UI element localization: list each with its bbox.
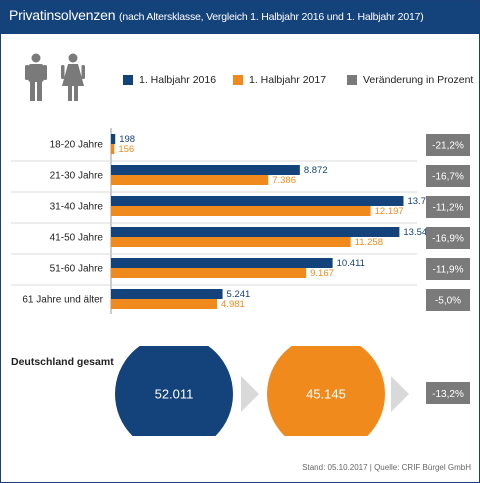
total-2017-circle [267, 346, 385, 436]
change-box [426, 196, 470, 218]
legend-label-2016: 1. Halbjahr 2016 [139, 74, 217, 86]
legend-swatch-2017 [233, 75, 243, 85]
bar-2016 [111, 227, 400, 237]
title-bar: Privatinsolvenzen (nach Altersklasse, Ve… [1, 1, 479, 34]
title-text: Privatinsolvenzen [9, 7, 116, 23]
total-2016-circle [115, 346, 233, 436]
category-label: 18-20 Jahre [50, 140, 104, 151]
bar-2017 [111, 299, 218, 309]
total-2016-value: 52.011 [155, 387, 194, 402]
data-label-2017: 4.981 [221, 299, 245, 310]
total-label: Deutschland gesamt [11, 356, 114, 368]
bar-2017 [111, 175, 269, 185]
data-label-2017: 156 [118, 144, 134, 155]
total-change-box [426, 382, 470, 404]
category-label: 31-40 Jahre [50, 202, 104, 213]
change-box [426, 289, 470, 311]
title-subtitle: (nach Altersklasse, Vergleich 1. Halbjah… [119, 11, 424, 23]
bar-2016 [111, 165, 300, 175]
legend-swatch-2016 [123, 75, 133, 85]
change-label: -21,2% [432, 141, 464, 152]
arrow-right-icon [391, 376, 409, 412]
total-2017-value: 45.145 [306, 387, 346, 402]
bar-2017 [111, 237, 351, 247]
bar-2017 [111, 206, 371, 216]
bar-2017 [111, 144, 115, 154]
total-panel: 52.011 45.145 -13,2% [115, 346, 470, 436]
footer-source: Stand: 05.10.2017 | Quelle: CRIF Bürgel … [302, 463, 471, 472]
woman-icon [61, 53, 85, 101]
category-label: 41-50 Jahre [50, 233, 104, 244]
people-icons [25, 53, 85, 101]
change-label: -5,0% [435, 296, 461, 307]
category-label: 51-60 Jahre [50, 264, 104, 275]
data-label-2016: 5.241 [227, 289, 251, 300]
data-label-2017: 12.197 [375, 206, 404, 217]
legend-swatch-change [347, 75, 357, 85]
bar-2016 [111, 196, 404, 206]
data-label-2017: 7.386 [272, 175, 296, 186]
data-label-2016: 8.872 [304, 165, 328, 176]
change-label: -11,9% [433, 265, 464, 276]
change-label: -16,9% [432, 234, 464, 245]
bar-2016 [111, 258, 333, 268]
change-box [426, 258, 470, 280]
chart-title: Privatinsolvenzen (nach Altersklasse, Ve… [9, 7, 424, 23]
bar-2017 [111, 268, 307, 278]
data-label-2016: 10.411 [337, 258, 365, 269]
data-label-2016: 198 [119, 134, 135, 145]
total-change-value: -13,2% [432, 389, 464, 400]
change-box [426, 134, 470, 156]
man-icon [25, 53, 47, 101]
category-label: 61 Jahre und älter [22, 295, 103, 306]
legend-label-2017: 1. Halbjahr 2017 [249, 74, 327, 86]
data-label-2016: 13.741 [407, 196, 436, 207]
arrow-right-icon [241, 376, 259, 412]
change-label: -16,7% [432, 172, 464, 183]
change-box [426, 165, 470, 187]
legend-label-change: Veränderung in Prozent [363, 74, 474, 86]
data-label-2016: 13.548 [403, 227, 432, 238]
category-label: 21-30 Jahre [50, 171, 104, 182]
change-label: -11,2% [433, 203, 464, 214]
bar-2016 [111, 289, 223, 299]
bar-2016 [111, 134, 116, 144]
data-label-2017: 9.167 [310, 268, 334, 279]
data-label-2017: 11.258 [355, 237, 383, 248]
change-box [426, 227, 470, 249]
